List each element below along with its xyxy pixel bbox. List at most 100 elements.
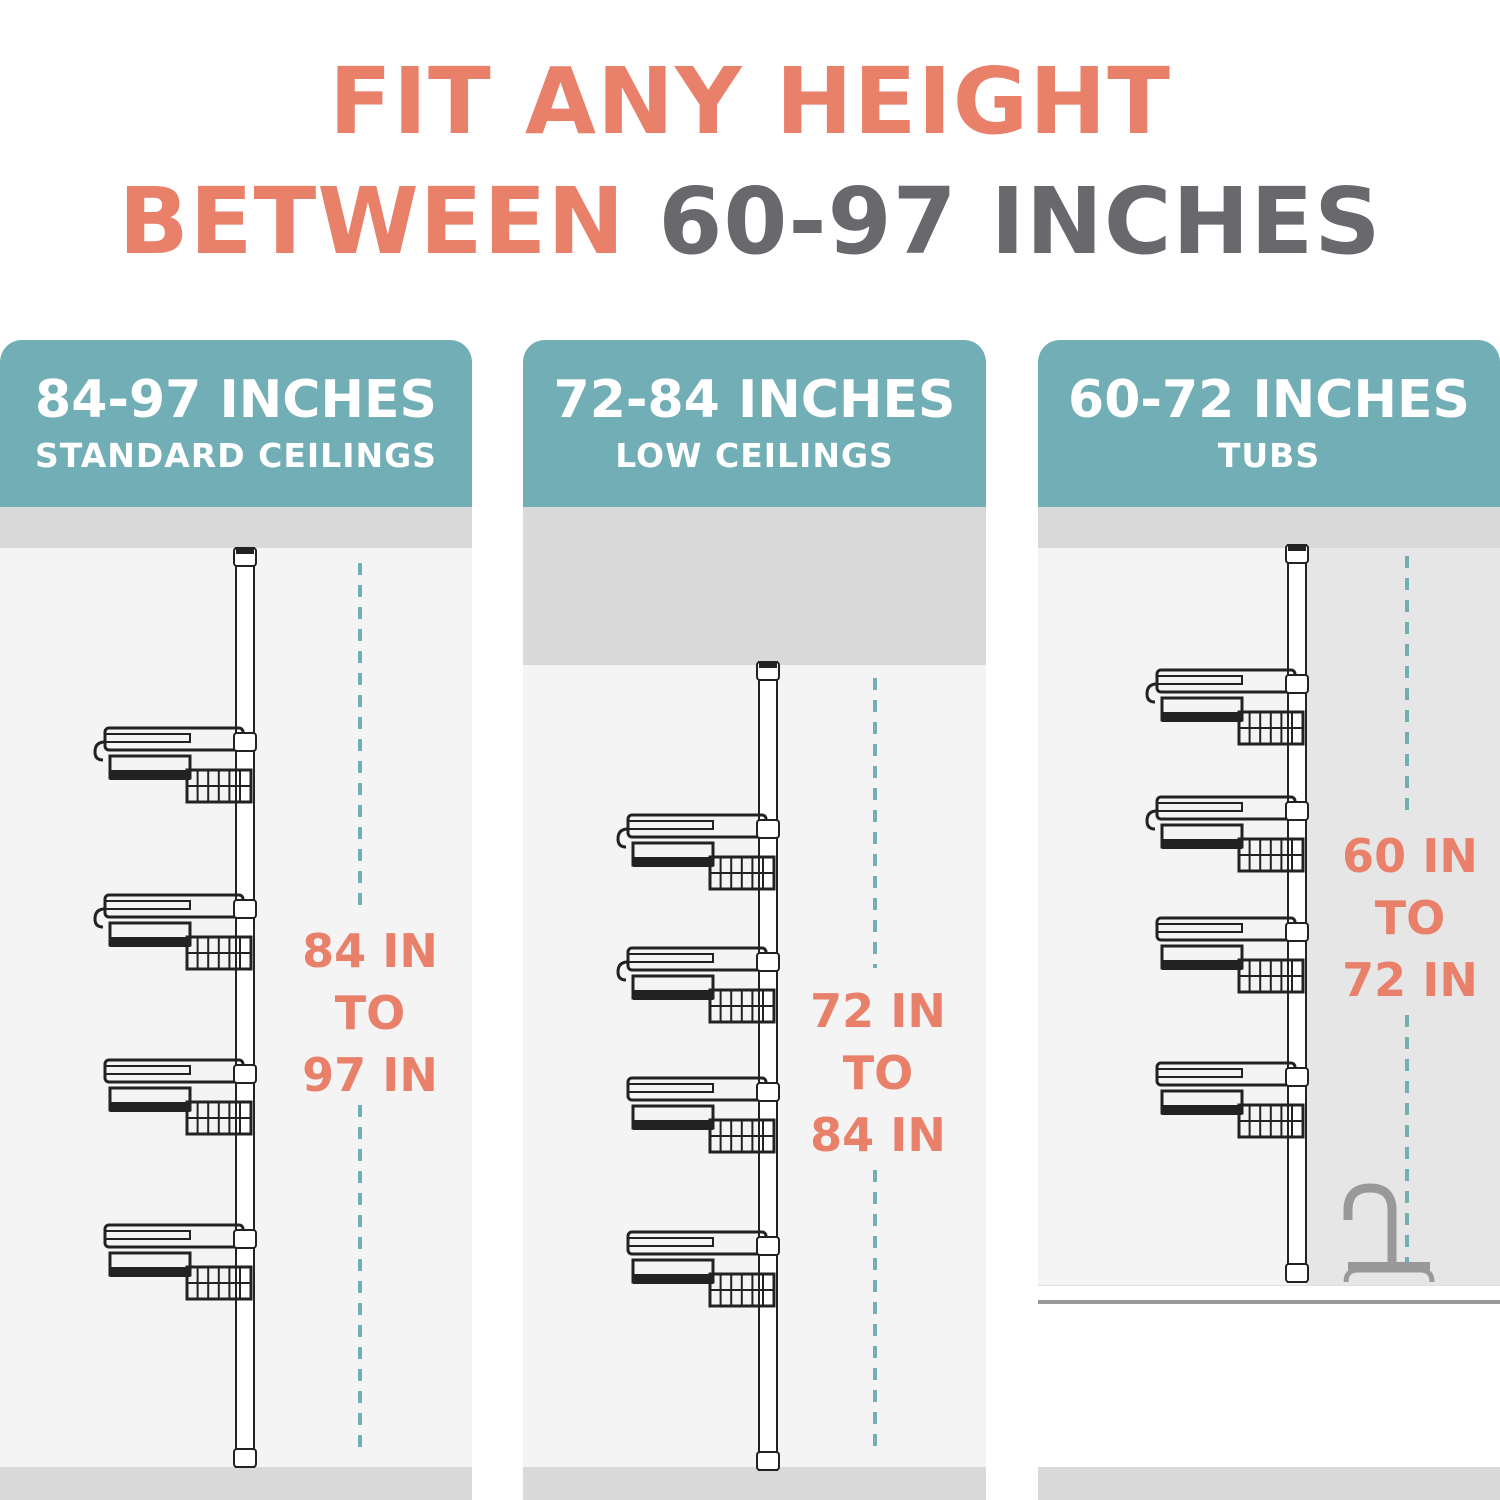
basket-rail-inner [1156,1068,1243,1078]
basket-bottom [110,1102,190,1112]
basket-clamp [756,952,780,972]
basket-rail-inner [627,953,714,963]
basket-clamp [756,1082,780,1102]
basket-rail [1155,916,1297,942]
basket-clamp [233,1064,257,1084]
basket [1145,795,1309,873]
basket-bottom [1162,960,1242,970]
basket-rail-inner [104,1065,191,1075]
basket-rail [1155,795,1297,821]
basket-rail [103,893,245,919]
tension-pole [1287,544,1307,1283]
basket-clamp [1285,801,1309,821]
basket-rail [1155,1061,1297,1087]
pole-cap-pad [236,548,254,554]
basket-bottom [110,1267,190,1277]
basket-bottom [633,857,713,867]
height-label: 60 IN TO 72 IN [1310,825,1500,1011]
basket-rail-inner [627,1083,714,1093]
faucet-spout [1343,1183,1397,1270]
wall [523,665,986,1467]
headline-line1: FIT ANY HEIGHT [328,48,1172,155]
basket-rail [626,1076,768,1102]
panel-tubs: 60-72 INCHES TUBS 60 IN TO 72 IN [1038,340,1500,1500]
basket-rail-inner [104,733,191,743]
basket-rail [103,726,245,752]
basket-bottom [1162,712,1242,722]
range-text: 72-84 INCHES [553,370,956,430]
tension-pole [758,661,778,1471]
basket-bottom [633,990,713,1000]
basket-clamp [1285,1067,1309,1087]
basket-rail-inner [1156,923,1243,933]
headline-line2: BETWEEN 60-97 INCHES [0,176,1500,268]
basket [626,1230,780,1308]
headline-range: 60-97 INCHES [658,168,1382,275]
basket-rail [626,1230,768,1256]
basket [616,946,780,1024]
basket-bottom [1162,839,1242,849]
basket-rail-inner [627,820,714,830]
basket-bottom [633,1120,713,1130]
basket [616,813,780,891]
floor [0,1467,472,1500]
basket-rail-inner [1156,802,1243,812]
range-text: 60-72 INCHES [1068,370,1470,430]
basket-rail [626,813,768,839]
hook-icon [616,960,629,982]
pole-cap-pad [759,662,777,668]
faucet-base [1343,1267,1435,1283]
floor [523,1467,986,1500]
panel-header: 72-84 INCHES LOW CEILINGS [523,340,986,507]
basket-rail-inner [1156,675,1243,685]
basket-clamp [756,1236,780,1256]
basket [93,726,257,804]
ceiling [523,480,986,680]
panel-header: 60-72 INCHES TUBS [1038,340,1500,507]
basket [103,1058,257,1136]
height-label: 72 IN TO 84 IN [810,984,946,1162]
height-label: 84 IN TO 97 IN [302,924,438,1102]
basket-clamp [1285,674,1309,694]
basket [1145,668,1309,746]
use-text: LOW CEILINGS [615,436,894,475]
pole-bottom-cap [756,1451,780,1471]
basket [1155,1061,1309,1139]
shower-caddy [1145,544,1309,1283]
panel-low-ceilings: 72-84 INCHES LOW CEILINGS 72 IN TO 84 IN [523,340,986,1500]
basket-clamp [233,899,257,919]
basket-bottom [633,1274,713,1284]
basket-clamp [1285,922,1309,942]
hook-icon [93,740,106,762]
basket [626,1076,780,1154]
faucet-handles [1348,1262,1430,1270]
faucet-icon [1343,1183,1435,1283]
tension-pole [235,547,255,1468]
hook-icon [1145,682,1158,704]
range-text: 84-97 INCHES [35,370,437,430]
basket [103,1223,257,1301]
shower-caddy [616,661,780,1471]
basket-bottom [1162,1105,1242,1115]
panel-header: 84-97 INCHES STANDARD CEILINGS [0,340,472,507]
basket-rail [626,946,768,972]
basket-rail-inner [627,1237,714,1247]
basket-rail [103,1058,245,1084]
tub [1038,1285,1500,1467]
pole-bottom-cap [233,1448,257,1468]
hook-icon [1145,809,1158,831]
use-text: TUBS [1217,436,1321,475]
basket-rail [103,1223,245,1249]
basket-bottom [110,937,190,947]
basket [93,893,257,971]
basket-rail-inner [104,900,191,910]
headline-between: BETWEEN [118,168,626,275]
basket-rail [1155,668,1297,694]
hook-icon [93,907,106,929]
floor [1038,1467,1500,1500]
shower-caddy [93,547,257,1468]
hook-icon [616,827,629,849]
basket-rail-inner [104,1230,191,1240]
basket [1155,916,1309,994]
